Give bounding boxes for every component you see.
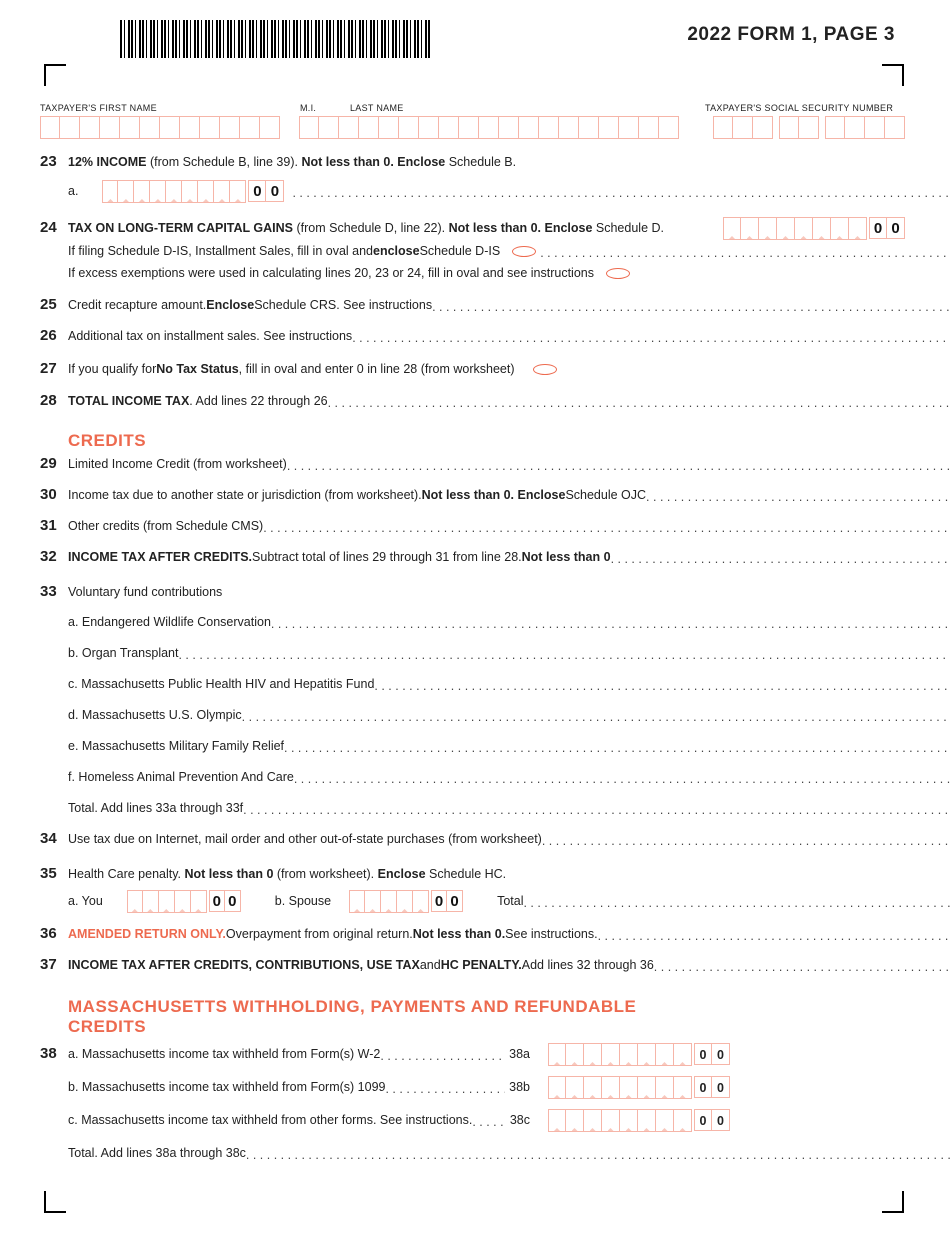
line-23-desc: 12% INCOME (from Schedule B, line 39). N…	[68, 151, 705, 171]
label-ssn: TAXPAYER'S SOCIAL SECURITY NUMBER	[705, 103, 905, 113]
line-35-total-label: Total	[497, 893, 523, 910]
oval-24-excess[interactable]	[606, 268, 630, 279]
page-title: 2022 FORM 1, PAGE 3	[687, 24, 895, 46]
line-35-num: 35	[40, 863, 68, 882]
line-25-desc: Credit recapture amount. Enclose Schedul…	[68, 294, 950, 314]
label-mi: M.I.	[300, 103, 350, 113]
line-38-item-amount[interactable]	[548, 1109, 692, 1132]
line-33-title: Voluntary fund contributions	[68, 581, 705, 601]
label-first-name: TAXPAYER'S FIRST NAME	[40, 103, 300, 113]
line-36-desc: AMENDED RETURN ONLY. Overpayment from or…	[68, 923, 950, 943]
line-29-num: 29	[40, 453, 68, 472]
last-name-input[interactable]	[299, 116, 679, 139]
line-27-num: 27	[40, 358, 68, 377]
line-38-item: a. Massachusetts income tax withheld fro…	[68, 1043, 538, 1063]
line-28-desc: TOTAL INCOME TAX. Add lines 22 through 2…	[68, 390, 950, 410]
line-24-amount[interactable]	[723, 217, 867, 240]
line-27-desc: If you qualify for No Tax Status, fill i…	[68, 358, 705, 378]
line-33-item: a. Endangered Wildlife Conservation33a	[68, 611, 950, 631]
line-33-item: d. Massachusetts U.S. Olympic33d	[68, 704, 950, 724]
line-36-num: 36	[40, 923, 68, 942]
line-26-num: 26	[40, 325, 68, 344]
line-29-desc: Limited Income Credit (from worksheet)29	[68, 453, 950, 473]
line-38-num	[40, 1076, 68, 1078]
line-24-sub2: If excess exemptions were used in calcul…	[68, 262, 705, 282]
line-30-num: 30	[40, 484, 68, 503]
line-38-num	[40, 1109, 68, 1111]
line-28-num: 28	[40, 390, 68, 409]
line-38-num: 38	[40, 1043, 68, 1062]
crop-tl	[44, 64, 66, 86]
credits-header: CREDITS	[68, 431, 146, 451]
line-33-total: Total. Add lines 33a through 33f33	[68, 797, 950, 817]
line-35-desc: Health Care penalty. Not less than 0 (fr…	[68, 863, 705, 883]
ssn-input[interactable]	[713, 116, 905, 139]
line-38-total: Total. Add lines 38a through 38c38	[68, 1142, 950, 1162]
line-38-item: b. Massachusetts income tax withheld fro…	[68, 1076, 538, 1096]
oval-27[interactable]	[533, 364, 557, 375]
crop-br	[882, 1191, 904, 1213]
oval-24-dis[interactable]	[512, 246, 536, 257]
crop-tr	[882, 64, 904, 86]
dots	[292, 185, 950, 202]
line-33-num: 33	[40, 581, 68, 600]
line-23a-label: a.	[68, 183, 78, 200]
label-last-name: LAST NAME	[350, 103, 705, 113]
line-37-desc: INCOME TAX AFTER CREDITS, CONTRIBUTIONS,…	[68, 954, 950, 974]
crop-bl	[44, 1191, 66, 1213]
line-34-desc: Use tax due on Internet, mail order and …	[68, 828, 950, 848]
line-24-desc: TAX ON LONG-TERM CAPITAL GAINS (from Sch…	[68, 217, 705, 237]
line-24-num: 24	[40, 217, 68, 236]
line-35b-input[interactable]: 00	[349, 890, 463, 913]
line-32-num: 32	[40, 546, 68, 565]
line-30-desc: Income tax due to another state or juris…	[68, 484, 950, 504]
line-38-item-amount[interactable]	[548, 1043, 692, 1066]
line-38-item: c. Massachusetts income tax withheld fro…	[68, 1109, 538, 1129]
line-37-num: 37	[40, 954, 68, 973]
line-35a-label: a. You	[68, 893, 103, 910]
line-26-desc: Additional tax on installment sales. See…	[68, 325, 950, 345]
line-33-item: f. Homeless Animal Prevention And Care33…	[68, 766, 950, 786]
line-24-sub1: If filing Schedule D-IS, Installment Sal…	[68, 240, 950, 260]
line-34-num: 34	[40, 828, 68, 847]
line-33-item: c. Massachusetts Public Health HIV and H…	[68, 673, 950, 693]
line-35b-label: b. Spouse	[275, 893, 331, 910]
line-38-item-amount[interactable]	[548, 1076, 692, 1099]
first-name-input[interactable]	[40, 116, 280, 139]
line-35a-input[interactable]: 00	[127, 890, 241, 913]
withholding-header: MASSACHUSETTS WITHHOLDING, PAYMENTS AND …	[68, 997, 705, 1037]
line-23a-input[interactable]: 00	[102, 180, 284, 203]
barcode	[120, 20, 430, 58]
line-25-num: 25	[40, 294, 68, 313]
line-33-item: b. Organ Transplant33b	[68, 642, 950, 662]
line-23-num: 23	[40, 151, 68, 170]
line-33-item: e. Massachusetts Military Family Relief3…	[68, 735, 950, 755]
line-31-desc: Other credits (from Schedule CMS)31	[68, 515, 950, 535]
line-32-desc: INCOME TAX AFTER CREDITS. Subtract total…	[68, 546, 950, 566]
line-31-num: 31	[40, 515, 68, 534]
